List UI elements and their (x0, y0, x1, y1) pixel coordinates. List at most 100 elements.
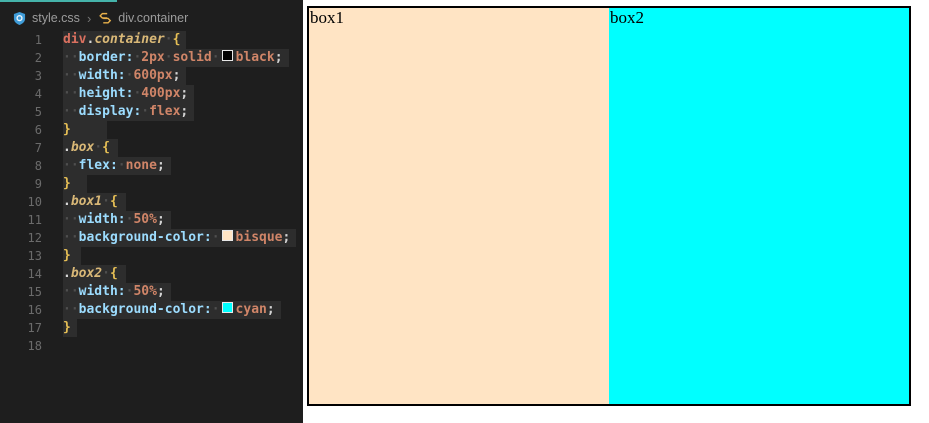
code-token: } (63, 320, 71, 335)
code-token: · (125, 284, 134, 299)
code-line[interactable]: 7 .box·{ (0, 139, 303, 157)
code-token: · (211, 302, 220, 317)
code-token: box (70, 140, 95, 155)
code-token: box2 (70, 266, 103, 281)
code-line[interactable]: 10 .box1·{ (0, 193, 303, 211)
code-line[interactable]: 13} (0, 247, 303, 265)
code-token: height: (78, 86, 134, 101)
code-text: .box2·{ (63, 265, 126, 283)
line-number: 2 (34, 51, 42, 65)
code-line[interactable]: 8 ··flex:·none; (0, 157, 303, 175)
code-line[interactable]: 4 ··height:·400px; (0, 85, 303, 103)
code-token: width: (78, 212, 126, 227)
code-token: } (63, 122, 71, 137)
line-number: 15 (27, 285, 42, 299)
box2-label: box2 (610, 8, 644, 27)
code-line[interactable]: 17} (0, 319, 303, 337)
code-text: .box1·{ (63, 193, 126, 211)
code-token: none (125, 158, 157, 173)
code-line[interactable]: 6} (0, 121, 303, 139)
code-text: ··width:·50%; (63, 283, 171, 301)
code-token: display: (78, 104, 142, 119)
color-swatch (221, 302, 233, 313)
code-token: ·· (63, 230, 79, 245)
code-token: box1 (70, 194, 103, 209)
code-token: 2px (141, 50, 165, 65)
line-number: 4 (34, 87, 42, 101)
code-token: · (164, 32, 173, 47)
code-line[interactable]: 5 ··display:·flex; (0, 103, 303, 121)
color-swatch (221, 230, 233, 241)
code-text: } (63, 319, 77, 337)
browser-preview-pane: box1 box2 (303, 0, 929, 423)
code-token: width: (78, 68, 126, 83)
code-line[interactable]: 2 ··border:·2px·solid· black; (0, 49, 303, 67)
box1-label: box1 (310, 8, 344, 27)
rendered-container: box1 box2 (307, 6, 911, 406)
code-token: · (133, 50, 142, 65)
code-line[interactable]: 18 (0, 337, 303, 355)
preview-box-2: box2 (609, 8, 909, 404)
code-text: ··display:·flex; (63, 103, 195, 121)
code-line[interactable]: 3 ··width:·600px; (0, 67, 303, 85)
code-text: ··border:·2px·solid· black; (63, 49, 289, 67)
line-number: 17 (27, 321, 42, 335)
line-number: 13 (27, 249, 42, 263)
line-number: 6 (34, 123, 42, 137)
code-token: . (86, 32, 95, 47)
code-token: ·· (63, 302, 79, 317)
code-token: solid (172, 50, 212, 65)
code-text: } (63, 247, 81, 265)
code-token: · (141, 104, 150, 119)
code-token: cyan (235, 302, 267, 317)
code-token: { (172, 32, 181, 47)
breadcrumb-file[interactable]: style.css (32, 11, 80, 25)
code-token: · (211, 50, 220, 65)
code-token: · (102, 266, 110, 281)
code-token: ·· (63, 50, 79, 65)
code-token: ; (156, 212, 165, 227)
symbol-class-icon (98, 11, 112, 25)
code-line[interactable]: 9} (0, 175, 303, 193)
breadcrumb: style.css › div.container (13, 9, 188, 27)
code-line[interactable]: 16 ··background-color:· cyan; (0, 301, 303, 319)
code-line[interactable]: 1 div.container·{ (0, 31, 303, 49)
code-token: · (133, 86, 142, 101)
code-text: ··flex:·none; (63, 157, 171, 175)
code-token: ·· (63, 212, 79, 227)
breadcrumb-symbol[interactable]: div.container (118, 11, 189, 25)
code-token: width: (78, 284, 126, 299)
code-token: } (63, 176, 71, 191)
code-line[interactable]: 12 ··background-color:· bisque; (0, 229, 303, 247)
code-token: div (63, 32, 87, 47)
code-token: . (63, 266, 71, 281)
code-token: ·· (63, 86, 79, 101)
line-number: 18 (27, 339, 42, 353)
code-token: · (125, 212, 134, 227)
code-line[interactable]: 14 .box2·{ (0, 265, 303, 283)
css-file-shield-icon (13, 11, 26, 26)
line-number: 9 (34, 177, 42, 191)
line-number: 3 (34, 69, 42, 83)
code-token: · (102, 194, 110, 209)
code-token: black (235, 50, 275, 65)
code-token: · (164, 50, 173, 65)
line-number: 14 (27, 267, 42, 281)
code-token: 600px (133, 68, 173, 83)
code-token: ; (274, 50, 283, 65)
code-token: . (63, 140, 71, 155)
code-token: { (109, 194, 118, 209)
line-number: 10 (27, 195, 42, 209)
code-line[interactable]: 15 ··width:·50%; (0, 283, 303, 301)
code-token: · (125, 68, 134, 83)
line-number: 1 (34, 33, 42, 47)
active-tab-accent-bar (0, 0, 117, 2)
code-token: ; (156, 158, 165, 173)
code-token: flex (149, 104, 181, 119)
code-text: div.container·{ (63, 31, 187, 49)
code-token: ·· (63, 68, 79, 83)
code-token: ·· (63, 158, 79, 173)
line-number: 16 (27, 303, 42, 317)
code-text: } (63, 121, 107, 139)
code-line[interactable]: 11 ··width:·50%; (0, 211, 303, 229)
